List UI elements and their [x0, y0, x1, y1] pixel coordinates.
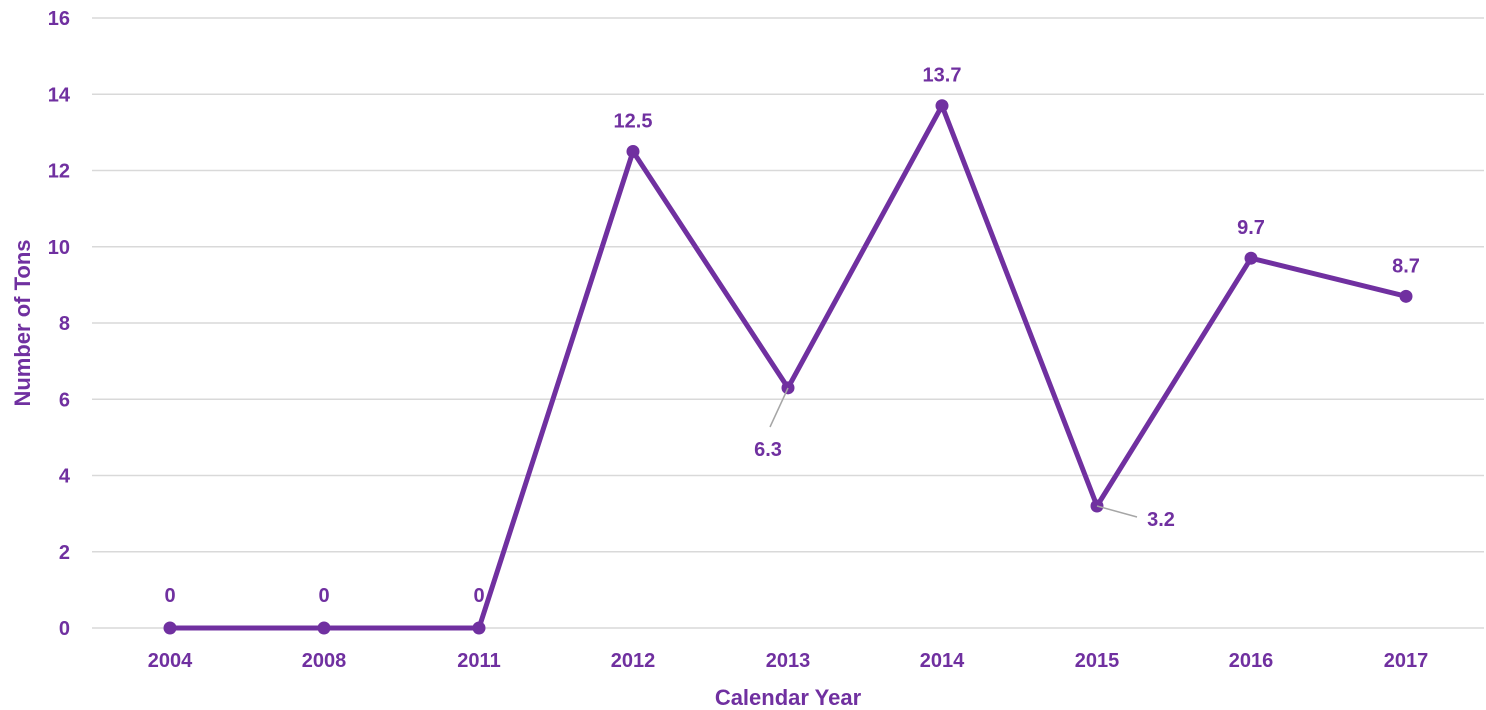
y-tick-label: 12	[48, 161, 70, 183]
data-label: 12.5	[614, 110, 653, 132]
data-point	[472, 621, 486, 635]
gridlines	[92, 17, 1484, 629]
data-point	[626, 144, 640, 158]
x-tick-label: 2017	[1384, 650, 1429, 672]
y-tick-label: 14	[48, 84, 71, 106]
data-labels: 0 0 0 12.5 6.3 13.7 3.2 9.7 8.7	[164, 65, 1419, 607]
x-tick-label: 2011	[457, 650, 500, 672]
y-tick-label: 6	[59, 389, 70, 411]
data-label: 0	[318, 585, 329, 607]
y-tick-label: 0	[59, 618, 70, 640]
data-label: 0	[164, 585, 175, 607]
data-label: 3.2	[1147, 509, 1175, 531]
series-line-path	[167, 103, 1409, 631]
y-axis-ticks: 0 2 4 6 8 10 12 14 16	[48, 8, 71, 640]
data-point	[935, 99, 949, 113]
data-point	[317, 621, 331, 635]
y-tick-label: 4	[59, 466, 71, 488]
y-tick-label: 2	[59, 542, 70, 564]
x-tick-label: 2014	[920, 650, 965, 672]
x-tick-label: 2015	[1075, 650, 1120, 672]
data-label: 6.3	[754, 439, 782, 461]
x-tick-label: 2016	[1229, 650, 1274, 672]
data-point	[163, 621, 177, 635]
data-point	[1244, 251, 1258, 265]
y-tick-label: 8	[59, 313, 70, 335]
data-label: 9.7	[1237, 217, 1265, 239]
x-axis-ticks: 2004 2008 2011 2012 2013 2014 2015 2016 2017	[148, 650, 1429, 672]
data-label: 0	[473, 585, 484, 607]
x-tick-label: 2008	[302, 650, 347, 672]
data-label: 13.7	[923, 65, 962, 87]
data-point	[781, 381, 795, 395]
x-axis-title: Calendar Year	[715, 685, 862, 710]
x-tick-label: 2004	[148, 650, 193, 672]
data-label-leader	[1096, 505, 1138, 518]
data-markers	[163, 99, 1413, 635]
data-label: 8.7	[1392, 255, 1420, 277]
x-tick-label: 2013	[766, 650, 811, 672]
data-label-leader	[769, 387, 789, 428]
series-line	[167, 103, 1409, 631]
x-tick-label: 2012	[611, 650, 656, 672]
y-tick-label: 16	[48, 8, 70, 30]
y-tick-label: 10	[48, 237, 70, 259]
data-point	[1399, 289, 1413, 303]
y-axis-title: Number of Tons	[10, 239, 35, 406]
